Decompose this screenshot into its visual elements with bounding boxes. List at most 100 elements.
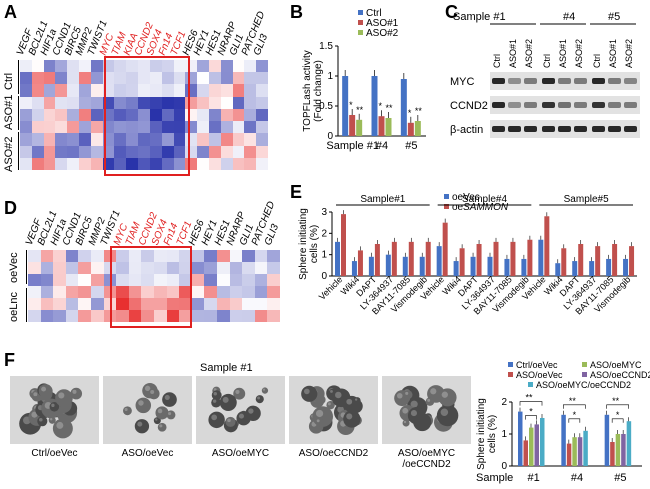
heatmap-cell xyxy=(185,133,198,146)
bar xyxy=(583,430,588,466)
sphere xyxy=(155,406,169,420)
heatmap-cell xyxy=(166,250,180,262)
bar xyxy=(529,427,534,466)
bar xyxy=(606,258,612,276)
sphere-highlight xyxy=(330,390,333,393)
heatmap-cell xyxy=(65,262,79,274)
heatmap-cell xyxy=(267,286,280,298)
y-tick-label: 0 xyxy=(501,461,507,472)
blot-lane-label: ASO#2 xyxy=(574,39,584,68)
heatmap-cell xyxy=(90,60,103,73)
sphere-highlight xyxy=(56,421,64,429)
sphere xyxy=(436,404,459,427)
x-tick-label: Sample #1 xyxy=(326,140,379,152)
blot-band xyxy=(558,126,571,132)
sphere-highlight xyxy=(157,408,163,414)
bar xyxy=(442,222,448,276)
heatmap-cell xyxy=(116,310,129,322)
heatmap-cell xyxy=(31,133,44,146)
sphere-highlight xyxy=(262,388,266,391)
bar xyxy=(589,261,595,276)
heatmap-cell xyxy=(149,133,162,146)
heatmap-cell xyxy=(254,262,268,274)
significance-mark: ** xyxy=(356,105,364,115)
heatmap-a-highlight-box xyxy=(104,56,190,176)
heatmap-cell xyxy=(55,133,68,146)
heatmap-cell xyxy=(138,108,150,122)
heatmap-cell xyxy=(220,84,233,97)
heatmap-cell xyxy=(138,96,150,109)
heatmap-cell xyxy=(20,96,32,109)
bar xyxy=(349,115,356,136)
sphere-highlight xyxy=(155,418,158,421)
sphere-highlight xyxy=(430,388,437,395)
row-label-aso1: ASO#1 xyxy=(3,94,15,130)
sphere-highlight xyxy=(440,408,449,417)
x-tick-label: #4 xyxy=(571,472,583,484)
heatmap-cell xyxy=(185,72,198,85)
heatmap-cell xyxy=(40,310,54,322)
bar xyxy=(335,241,340,276)
heatmap-cell xyxy=(232,157,245,170)
heatmap-cell xyxy=(229,274,243,286)
heatmap-cell xyxy=(102,145,115,158)
heatmap-cell xyxy=(114,60,127,73)
heatmap-cell xyxy=(78,286,91,298)
heatmap-cell xyxy=(116,262,129,274)
bar xyxy=(493,241,499,276)
heatmap-cell xyxy=(185,84,198,97)
blot-band xyxy=(492,78,505,84)
heatmap-cell xyxy=(90,84,103,97)
heatmap-cell xyxy=(173,157,186,170)
heatmap-cell xyxy=(185,145,198,158)
panel-label-f: F xyxy=(4,350,15,370)
heatmap-cell xyxy=(217,274,230,286)
heatmap-cell xyxy=(179,274,192,286)
bracket-oelnc xyxy=(26,288,27,322)
sphere xyxy=(55,389,73,407)
heatmap-cell xyxy=(102,133,115,146)
sphere-highlight xyxy=(227,418,231,423)
sphere-highlight xyxy=(39,417,43,422)
heatmap-cell xyxy=(256,84,268,97)
heatmap-cell xyxy=(244,133,257,146)
blot-band xyxy=(542,102,555,108)
x-tick-label: #5 xyxy=(614,472,626,484)
legend-label: ASO#1 xyxy=(366,18,399,29)
heatmap-cell xyxy=(141,298,154,310)
heatmap-cell xyxy=(166,274,180,286)
sphere xyxy=(225,416,236,427)
sphere-highlight xyxy=(168,411,172,416)
heatmap-cell xyxy=(256,60,268,73)
sphere-highlight xyxy=(354,398,358,401)
heatmap-cell xyxy=(161,72,174,85)
bar xyxy=(610,442,615,466)
heatmap-cell xyxy=(229,298,243,310)
heatmap-cell xyxy=(126,60,139,73)
heatmap-cell xyxy=(55,60,68,73)
sphere-highlight xyxy=(49,417,53,421)
heatmap-cell xyxy=(217,310,230,322)
heatmap-cell xyxy=(254,250,268,262)
sphere xyxy=(255,395,264,404)
heatmap-cell xyxy=(65,298,79,310)
heatmap-cell xyxy=(173,145,186,158)
significance-bracket xyxy=(568,418,581,423)
sphere-highlight xyxy=(213,391,217,396)
heatmap-cell xyxy=(208,133,221,146)
heatmap-cell xyxy=(55,96,68,109)
heatmap-cell xyxy=(149,60,162,73)
legend-label: Ctrl/oeVec xyxy=(516,360,558,370)
heatmap-cell xyxy=(67,60,80,73)
blot-sample-label: Sample #1 xyxy=(453,11,506,23)
heatmap-cell xyxy=(191,286,205,298)
row-label-oelnc: oeLnc xyxy=(8,292,20,322)
heatmap-cell xyxy=(173,108,186,122)
bar xyxy=(357,250,363,276)
x-tick-label: #5 xyxy=(405,140,417,152)
heatmap-cell xyxy=(79,72,91,85)
heatmap-cell xyxy=(67,108,80,122)
heatmap-cell xyxy=(166,286,180,298)
heatmap-cell xyxy=(161,133,174,146)
bar xyxy=(342,76,349,136)
